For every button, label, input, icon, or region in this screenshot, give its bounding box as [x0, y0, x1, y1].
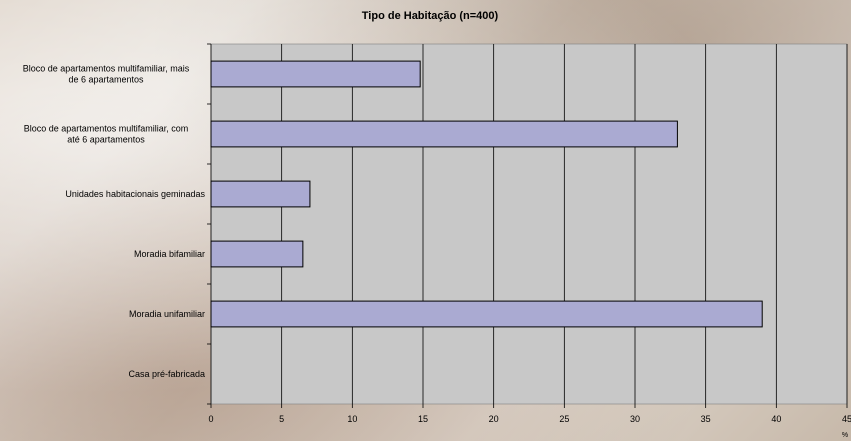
x-tick-label-30: 30: [630, 414, 640, 424]
gridlines: [207, 43, 848, 408]
bar-0: [210, 60, 421, 88]
chart-title: Tipo de Habitação (n=400): [362, 10, 499, 22]
plot-area: [210, 43, 848, 405]
x-tick-label-35: 35: [701, 414, 711, 424]
x-tick-label-25: 25: [559, 414, 569, 424]
bar-4: [210, 300, 763, 328]
x-tick-label-0: 0: [208, 414, 213, 424]
x-tick-label-15: 15: [418, 414, 428, 424]
category-labels: Bloco de apartamentos multifamiliar, mai…: [23, 64, 206, 380]
category-label-1: Bloco de apartamentos multifamiliar, com…: [24, 124, 189, 145]
category-label-2: Unidades habitacionais geminadas: [65, 189, 205, 199]
bar-1: [210, 120, 678, 148]
x-tick-label-45: 45: [842, 414, 851, 424]
x-axis-tick-labels: 0 5 10 15 20 25 30 35 40 45: [208, 414, 851, 424]
x-tick-label-40: 40: [771, 414, 781, 424]
category-label-4: Moradia unifamiliar: [129, 309, 205, 319]
x-tick-label-20: 20: [489, 414, 499, 424]
bars: [210, 60, 763, 328]
x-tick-label-5: 5: [279, 414, 284, 424]
bar-3: [210, 240, 304, 268]
category-label-3: Moradia bifamiliar: [134, 249, 205, 259]
x-axis-unit-label: %: [842, 432, 848, 439]
category-label-0: Bloco de apartamentos multifamiliar, mai…: [23, 64, 190, 85]
x-tick-label-10: 10: [347, 414, 357, 424]
bar-2: [210, 180, 311, 208]
category-label-5: Casa pré-fabricada: [128, 369, 205, 379]
